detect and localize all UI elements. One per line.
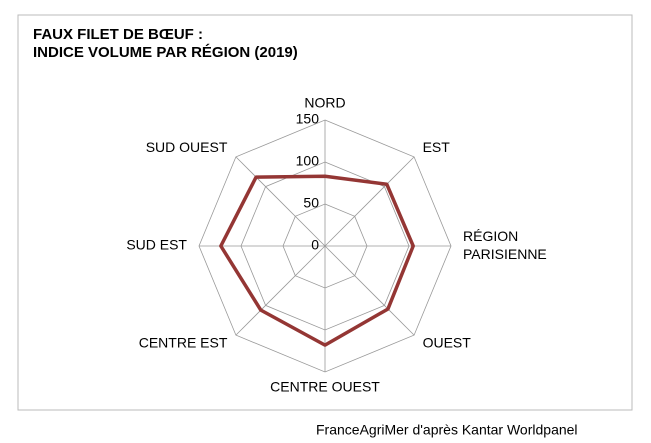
category-label: CENTRE EST	[139, 334, 228, 350]
r-tick-label: 150	[296, 111, 320, 127]
spoke	[235, 245, 326, 336]
category-label: RÉGION PARISIENNE	[463, 228, 547, 262]
category-label: CENTRE OUEST	[270, 379, 380, 395]
category-label: OUEST	[423, 334, 472, 350]
r-tick-label: 100	[296, 153, 320, 169]
category-label: SUD OUEST	[146, 139, 228, 155]
chart-frame	[17, 14, 633, 411]
spoke	[235, 156, 326, 247]
series-line	[219, 174, 415, 347]
chart-title: FAUX FILET DE BŒUF : INDICE VOLUME PAR RÉ…	[33, 26, 298, 61]
category-label: EST	[423, 139, 451, 155]
source: FranceAgriMer d'après Kantar Worldpanel	[316, 422, 578, 438]
r-tick-label: 50	[303, 195, 319, 211]
spoke	[324, 245, 415, 336]
spoke	[324, 156, 415, 247]
category-label: NORD	[304, 95, 345, 111]
r-tick-label: 0	[311, 237, 319, 253]
category-label: SUD EST	[126, 237, 187, 253]
